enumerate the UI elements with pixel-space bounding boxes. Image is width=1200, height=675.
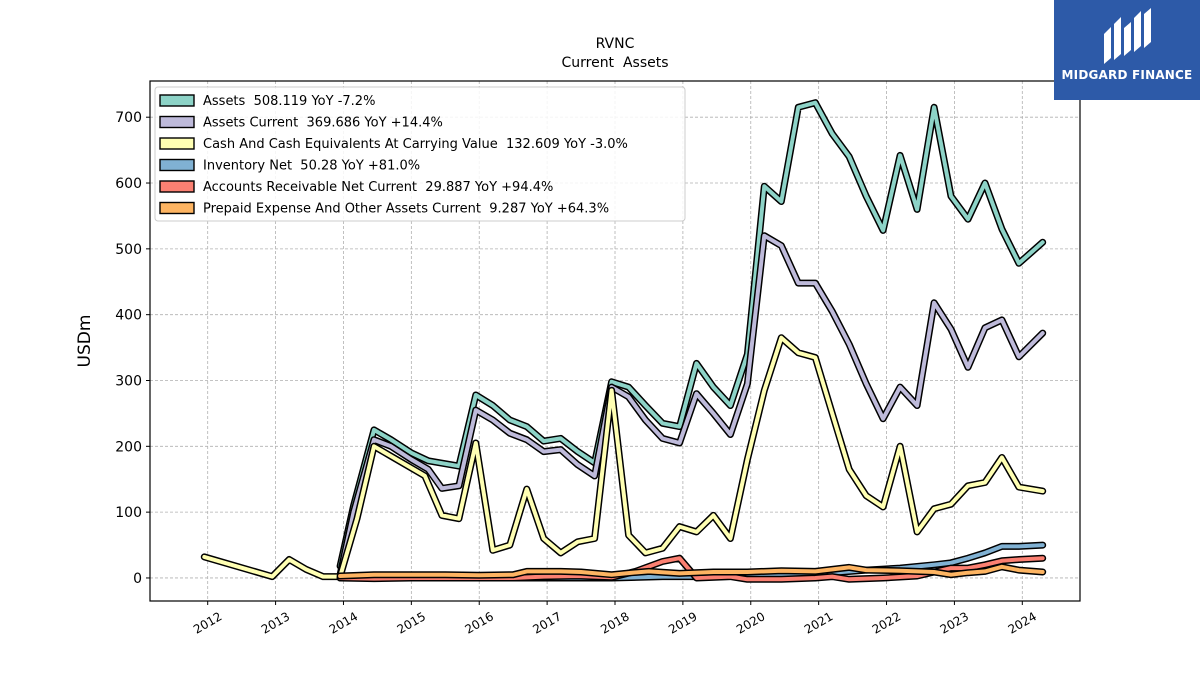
midgard-monogram-icon [1104,8,1151,64]
x-tick-label: 2021 [802,609,835,636]
x-tick-label: 2014 [327,609,360,636]
legend-label-2: Cash And Cash Equivalents At Carrying Va… [203,137,628,152]
legend-swatch-2 [159,137,195,150]
y-tick-label: 700 [115,110,142,126]
chart-subtitle: Current Assets [561,55,668,71]
legend-swatch-5 [159,201,195,215]
logo-badge: MIDGARD FINANCE [1054,0,1200,100]
series-line-0 [338,100,1045,569]
x-tick-label: 2012 [191,609,224,636]
y-tick-label: 100 [115,505,142,521]
y-axis-label: USDm [75,315,95,368]
x-tick-label: 2013 [259,609,292,636]
legend-label-5: Prepaid Expense And Other Assets Current… [203,202,609,217]
x-tick-label: 2016 [463,609,496,636]
chart-title: RVNC [596,36,635,52]
y-tick-label: 600 [115,176,142,192]
legend-swatch-4 [159,180,195,193]
x-tick-label: 2024 [1006,609,1039,636]
x-tick-label: 2023 [938,609,971,636]
y-tick-label: 0 [133,571,142,587]
series-outline-2 [200,334,1047,581]
legend-box [154,86,686,222]
legend-label-0: Assets 508.119 YoY -7.2% [203,94,375,109]
y-tick-label: 500 [115,242,142,258]
x-tick-label: 2018 [598,609,631,636]
legend-label-4: Accounts Receivable Net Current 29.887 Y… [203,180,553,195]
x-tick-label: 2017 [530,609,563,636]
legend: Assets 508.119 YoY -7.2% Assets Current 3… [154,86,686,222]
legend-label-3: Inventory Net 50.28 YoY +81.0% [203,159,420,174]
y-tick-label: 200 [115,439,142,455]
y-tick-label: 300 [115,373,142,389]
legend-label-1: Assets Current 369.686 YoY +14.4% [203,116,443,131]
x-tick-label: 2020 [734,609,767,636]
logo-text: MIDGARD FINANCE [1061,68,1193,82]
x-tick-label: 2019 [666,609,699,636]
x-tick-label: 2022 [870,609,903,636]
series-line-1 [338,233,1045,577]
legend-swatch-0 [159,94,195,107]
y-tick-label: 400 [115,308,142,324]
series-layer [200,99,1047,583]
series-line-2 [202,335,1045,579]
legend-swatch-3 [159,158,195,172]
series-line-5 [338,564,1045,578]
legend-swatch-1 [159,115,195,129]
x-tick-label: 2015 [395,609,428,636]
